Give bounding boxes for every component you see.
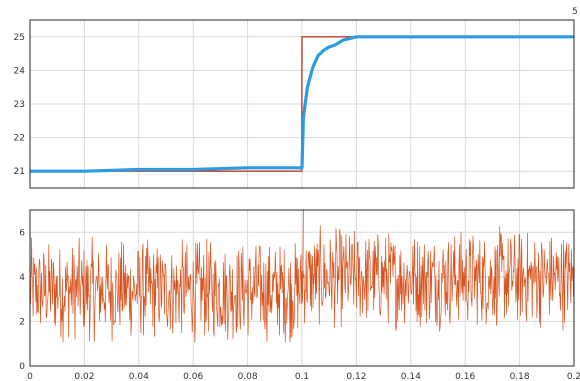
bottom-xtick-label: 0.1 xyxy=(295,372,309,381)
top-series-1 xyxy=(30,35,574,173)
bottom-xtick-label: 0.12 xyxy=(346,372,366,381)
top-ytick-label: 25 xyxy=(14,33,25,43)
bottom-xtick-label: 0.14 xyxy=(401,372,421,381)
bottom-ytick-label: 2 xyxy=(19,317,25,327)
top-ytick-label: 23 xyxy=(14,100,25,110)
top-ytick-label: 21 xyxy=(14,167,25,177)
bottom-panel: 0 2 4 6 0 0.02 0.04 0.06 0.08 0.1 0.12 0.14 0.16 0.18… xyxy=(19,209,580,381)
bottom-xtick-label: 0.16 xyxy=(455,372,475,381)
bottom-axes-frame xyxy=(29,209,575,367)
bottom-xtick-label: 0.04 xyxy=(129,372,149,381)
bottom-ytick-label: 4 xyxy=(19,273,25,283)
bottom-signal-series xyxy=(29,209,574,343)
bottom-xtick-label: 0.18 xyxy=(510,372,530,381)
bottom-xtick-label: 0.08 xyxy=(238,372,258,381)
top-panel: 21 22 23 24 25 5 xyxy=(14,7,578,189)
top-ytick-label: 24 xyxy=(14,66,26,76)
bottom-xtick-label: 0.2 xyxy=(567,372,580,381)
bottom-xtick-label: 0.06 xyxy=(183,372,203,381)
top-ytick-label: 22 xyxy=(14,134,25,144)
bottom-xtick-label: 0 xyxy=(27,372,33,381)
top-axes-frame xyxy=(29,19,575,189)
bottom-ytick-label: 0 xyxy=(19,362,25,372)
top-corner-label: 5 xyxy=(572,7,578,17)
bottom-ytick-label: 6 xyxy=(19,228,25,238)
bottom-xtick-label: 0.02 xyxy=(74,372,94,381)
